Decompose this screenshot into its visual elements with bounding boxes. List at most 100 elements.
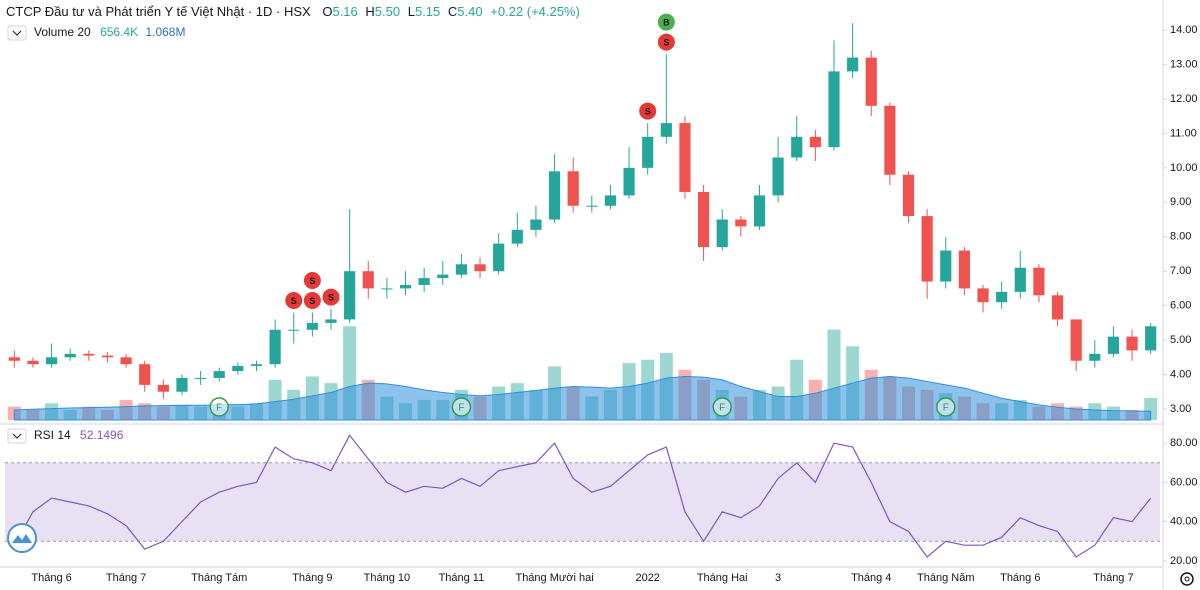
rsi-line <box>13 434 1152 558</box>
change: +0.22 (+4.25%) <box>490 4 580 19</box>
ohlc-label: H <box>365 4 374 19</box>
candle-body <box>362 271 374 289</box>
candle-body <box>623 167 635 196</box>
candle-body <box>325 319 337 323</box>
volume-ma: 1.068M <box>145 25 185 39</box>
candle-body <box>1014 267 1026 292</box>
candle-body <box>921 216 933 282</box>
chevron-icon <box>12 433 22 439</box>
x-tick-label: 3 <box>775 572 781 584</box>
ohlc-value: 5.16 <box>332 4 357 19</box>
candle-body <box>698 191 710 248</box>
settings-button[interactable] <box>1180 572 1194 586</box>
candle-body <box>791 136 803 158</box>
signal-marker <box>638 101 658 121</box>
event-label: F <box>943 403 949 414</box>
candle-body <box>455 264 467 275</box>
signal-label: S <box>328 292 334 302</box>
x-tick-label: Tháng 6 <box>1000 572 1040 584</box>
signal-label: S <box>309 276 315 286</box>
y-tick-label: 13.00 <box>1170 58 1198 70</box>
y-tick-label: 5.00 <box>1170 334 1191 346</box>
candle-body <box>288 329 300 331</box>
x-tick-label: Tháng 6 <box>31 572 71 584</box>
candle-body <box>530 219 542 230</box>
x-tick-label: Tháng Năm <box>917 572 974 584</box>
candle-body <box>176 377 188 392</box>
volume-name: Volume 20 <box>34 25 91 39</box>
candle-body <box>344 271 356 320</box>
candle-body <box>27 360 39 365</box>
y-tick-label: 10.00 <box>1170 162 1198 174</box>
rsi-band <box>5 462 1160 542</box>
signal-label: S <box>663 38 669 48</box>
ohlc-value: 5.15 <box>415 4 440 19</box>
candle-body <box>902 174 915 217</box>
y-tick-label: 12.00 <box>1170 93 1198 105</box>
candle-body <box>213 371 225 378</box>
candle-body <box>716 219 728 248</box>
candle-body <box>1051 295 1064 320</box>
y-tick-label: 40.00 <box>1170 516 1198 528</box>
candle-body <box>64 353 76 358</box>
candle-body <box>772 157 784 196</box>
y-tick-label: 4.00 <box>1170 368 1191 380</box>
signal-marker <box>302 271 322 291</box>
candle-body <box>809 136 821 148</box>
event-marker <box>209 397 229 417</box>
candle-body <box>232 365 244 372</box>
logo-mark <box>12 534 32 543</box>
y-tick-label: 7.00 <box>1170 265 1191 277</box>
candle-body <box>548 171 561 220</box>
y-tick-label: 8.00 <box>1170 231 1191 243</box>
candle-body <box>977 288 989 303</box>
signal-marker <box>302 291 322 311</box>
candle-body <box>735 219 747 227</box>
collapse-button[interactable] <box>7 25 27 41</box>
event-marker <box>936 397 956 417</box>
candle-body <box>195 377 207 379</box>
signal-marker <box>656 32 676 52</box>
y-tick-label: 3.00 <box>1170 403 1191 415</box>
ohlc-value: 5.50 <box>375 4 400 19</box>
candle-body <box>865 57 877 106</box>
x-tick-label: Tháng Hai <box>697 572 748 584</box>
candle-body <box>418 278 430 285</box>
candle-body <box>83 353 95 356</box>
x-tick-label: Tháng Tám <box>191 572 247 584</box>
candle-body <box>437 274 449 279</box>
x-tick-label: Tháng 7 <box>106 572 146 584</box>
candle-body <box>511 229 523 244</box>
candle-body <box>45 357 58 365</box>
candle-body <box>399 284 412 289</box>
candle-body <box>493 243 505 272</box>
signal-marker <box>656 12 676 32</box>
ohlc-label: L <box>408 4 415 19</box>
collapse-button[interactable] <box>7 428 27 444</box>
candle-body <box>679 123 691 192</box>
signal-label: B <box>663 18 670 28</box>
gear-icon <box>1180 572 1194 586</box>
logo[interactable] <box>7 523 37 553</box>
candle-body <box>381 288 393 290</box>
candle-body <box>1126 336 1138 351</box>
candle-body <box>250 364 263 366</box>
gear-hub <box>1184 576 1190 582</box>
rsi-legend: RSI 14 52.1496 <box>34 428 124 442</box>
candle-body <box>884 105 896 175</box>
volume-last: 656.4K <box>100 25 138 39</box>
y-tick-label: 9.00 <box>1170 196 1191 208</box>
rsi-last: 52.1496 <box>80 428 124 442</box>
x-tick-label: Tháng 11 <box>439 572 485 584</box>
candle-body <box>996 291 1008 303</box>
candle-body <box>586 205 598 207</box>
chevron-icon <box>12 30 22 36</box>
chart-header: CTCP Đầu tư và Phát triển Y tế Việt Nhật… <box>6 4 580 19</box>
x-tick-label: Tháng 9 <box>292 572 332 584</box>
ohlc-label: C <box>448 4 457 19</box>
x-tick-label: Tháng 10 <box>364 572 410 584</box>
candle-body <box>474 264 486 272</box>
candle-body <box>157 384 169 392</box>
candle-body <box>120 357 132 365</box>
